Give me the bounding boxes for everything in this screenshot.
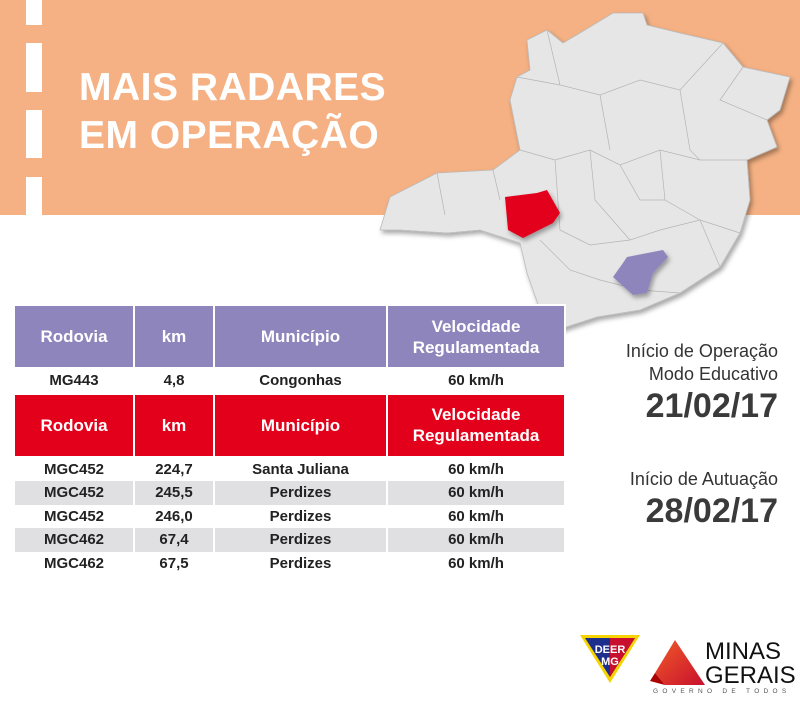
header-municipio: Município [213,304,388,369]
header-municipio: Município [213,392,388,458]
table-header-red: Rodovia km Município Velocidade Regulame… [13,392,566,458]
svg-text:GOVERNO DE TODOS: GOVERNO DE TODOS [653,688,791,695]
table-row: MGC462 67,5 Perdizes 60 km/h [13,551,566,575]
table-row: MGC452 224,7 Santa Juliana 60 km/h [13,456,566,481]
road-dash [26,110,42,158]
table-row: MGC452 246,0 Perdizes 60 km/h [13,504,566,528]
educativo-info: Início de Operação Modo Educativo 21/02/… [625,341,778,425]
road-dash [26,0,42,25]
table-header-purple: Rodovia km Município Velocidade Regulame… [13,304,566,369]
table-row: MG443 4,8 Congonhas 60 km/h [13,368,566,394]
congonhas-region [613,250,668,295]
minas-gerais-logo: MINAS GERAIS GOVERNO DE TODOS [650,638,795,695]
table-row: MGC452 245,5 Perdizes 60 km/h [13,481,566,505]
header-km: km [133,304,215,369]
header-km: km [133,392,215,458]
header-rodovia: Rodovia [13,304,135,369]
region-borders [436,29,768,294]
state-outline [379,12,791,331]
road-dash [26,43,42,92]
svg-text:MG: MG [601,656,619,668]
santa-juliana-perdizes-region [505,190,560,238]
road-dash [26,177,42,215]
autuacao-date: 28/02/17 [645,492,778,530]
minas-gerais-map [379,12,791,331]
svg-text:DEER: DEER [595,644,626,656]
radar-table: Rodovia km Município Velocidade Regulame… [13,304,566,575]
header-rodovia: Rodovia [13,392,135,458]
header-velocidade: Velocidade Regulamentada [386,304,566,369]
educativo-date: 21/02/17 [645,387,778,425]
autuacao-info: Início de Autuação 28/02/17 [629,469,778,530]
svg-text:MINAS: MINAS [705,638,781,665]
page-title: MAIS RADARES EM OPERAÇÃO [79,66,387,157]
table-row: MGC462 67,4 Perdizes 60 km/h [13,528,566,552]
header-velocidade: Velocidade Regulamentada [386,392,566,458]
svg-text:GERAIS: GERAIS [705,662,795,689]
deer-mg-logo: DEER MG [580,635,640,683]
